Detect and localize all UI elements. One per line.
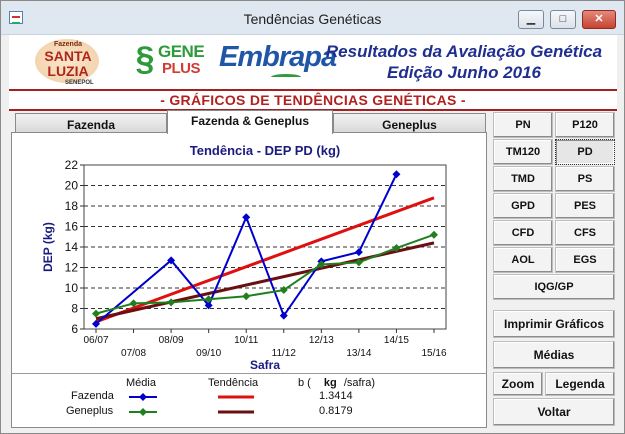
media-point-geneplus	[204, 295, 213, 304]
back-button[interactable]: Voltar	[493, 398, 615, 426]
trait-button-cfs[interactable]: CFS	[555, 220, 615, 246]
chart-title: Tendência - DEP PD (kg)	[190, 143, 341, 158]
media-point-geneplus	[167, 298, 176, 307]
chart-panel: Tendência - DEP PD (kg) 6 8 10 12 14 16 18 20 22 0…	[11, 132, 487, 428]
media-point-fazenda	[204, 301, 213, 310]
trait-button-pes[interactable]: PES	[555, 193, 615, 219]
tab-fazenda-geneplus[interactable]: Fazenda & Geneplus	[167, 110, 333, 134]
y-tick-label: 18	[65, 199, 79, 213]
tab-fazenda[interactable]: Fazenda	[15, 113, 167, 133]
x-tick-label: 14/15	[384, 335, 409, 346]
legend-fazenda-media-marker	[129, 393, 157, 401]
trait-button-aol[interactable]: AOL	[493, 247, 553, 273]
maximize-button[interactable]: □	[550, 10, 576, 29]
media-point-geneplus	[242, 292, 251, 301]
legend-col-tendencia: Tendência	[208, 377, 259, 389]
x-axis-label: Safra	[250, 358, 280, 372]
trait-button-ps[interactable]: PS	[555, 166, 615, 192]
santa-luzia-logo: Fazenda SANTA LUZIA SENEPOL	[29, 39, 107, 87]
legend-fazenda-trend-marker	[218, 395, 254, 399]
legend-geneplus-media-marker	[129, 408, 157, 416]
media-point-geneplus	[279, 286, 288, 295]
header-logos: Fazenda SANTA LUZIA SENEPOL § GENE PLUS …	[9, 35, 617, 89]
x-tick-label: 15/16	[421, 348, 446, 359]
media-line-fazenda	[95, 173, 398, 325]
media-point-geneplus	[430, 230, 438, 239]
app-icon	[9, 11, 23, 24]
legend-col-b: b ( kg /safra)	[298, 377, 375, 389]
title-bar[interactable]: Tendências Genéticas ▁ □ ✕	[1, 1, 624, 35]
x-tick-label: 11/12	[272, 348, 297, 359]
media-point-geneplus	[129, 299, 138, 308]
y-tick-label: 8	[71, 302, 78, 316]
x-tick-label: 12/13	[309, 335, 334, 346]
x-tick-label: 09/10	[196, 348, 221, 359]
trait-button-p120[interactable]: P120	[555, 112, 615, 138]
y-tick-label: 10	[65, 281, 79, 295]
trait-button-tm120[interactable]: TM120	[493, 139, 553, 165]
trait-button-iqg-gp[interactable]: IQG/GP	[493, 274, 615, 300]
y-tick-label: 16	[65, 220, 79, 234]
dna-icon: §	[135, 40, 155, 78]
x-tick-label: 08/09	[159, 335, 184, 346]
trend-chart: Tendência - DEP PD (kg) 6 8 10 12 14 16 18 20 22 0…	[41, 143, 447, 372]
media-line-geneplus	[95, 233, 435, 315]
y-axis-label: DEP (kg)	[41, 222, 55, 272]
print-charts-button[interactable]: Imprimir Gráficos	[493, 310, 615, 338]
window-title: Tendências Genéticas	[243, 11, 382, 27]
legend-geneplus-b: 0.8179	[319, 405, 353, 417]
legend-row-geneplus: Geneplus	[66, 405, 114, 417]
y-tick-label: 6	[71, 322, 78, 336]
trait-button-pn[interactable]: PN	[493, 112, 553, 138]
media-point-geneplus	[317, 260, 326, 269]
y-tick-label: 14	[65, 240, 79, 254]
section-banner: - GRÁFICOS DE TENDÊNCIAS GENÉTICAS -	[9, 89, 617, 111]
x-tick-label: 10/11	[234, 335, 259, 346]
chart-legend: Média Tendência b ( kg /safra) Fazenda 1…	[11, 373, 487, 428]
legend-geneplus-trend-marker	[218, 410, 254, 414]
legend-col-media: Média	[126, 377, 156, 389]
plot-frame	[83, 164, 447, 330]
trait-button-egs[interactable]: EGS	[555, 247, 615, 273]
zoom-button[interactable]: Zoom	[493, 372, 543, 396]
legend-row-fazenda: Fazenda	[71, 390, 114, 402]
media-point-fazenda	[92, 319, 100, 328]
legend-fazenda-b: 1.3414	[319, 390, 353, 402]
geneplus-logo: § GENE PLUS	[135, 40, 205, 78]
trend-line-fazenda	[95, 196, 435, 324]
trait-button-cfd[interactable]: CFD	[493, 220, 553, 246]
x-tick-label: 06/07	[83, 335, 108, 346]
y-tick-label: 20	[65, 179, 79, 193]
media-point-fazenda	[242, 213, 251, 222]
media-point-geneplus	[92, 309, 100, 318]
x-tick-label: 07/08	[121, 348, 146, 359]
media-point-geneplus	[392, 244, 401, 253]
trait-button-gpd[interactable]: GPD	[493, 193, 553, 219]
y-tick-label: 12	[65, 261, 79, 275]
minimize-button[interactable]: ▁	[518, 10, 544, 29]
media-point-fazenda	[167, 256, 176, 265]
embrapa-logo: Embrapa	[219, 41, 337, 77]
media-point-fazenda	[392, 170, 401, 179]
medias-button[interactable]: Médias	[493, 341, 615, 369]
y-tick-label: 22	[65, 158, 79, 172]
media-point-fazenda	[279, 311, 288, 320]
legend-button[interactable]: Legenda	[545, 372, 615, 396]
report-title: Resultados da Avaliação Genética Edição …	[325, 42, 603, 82]
trait-button-pd[interactable]: PD	[555, 139, 615, 165]
media-point-geneplus	[354, 258, 363, 267]
x-tick-label: 13/14	[346, 348, 371, 359]
close-button[interactable]: ✕	[582, 10, 616, 29]
tab-geneplus[interactable]: Geneplus	[333, 113, 486, 133]
trait-button-tmd[interactable]: TMD	[493, 166, 553, 192]
media-point-fazenda	[354, 248, 363, 257]
